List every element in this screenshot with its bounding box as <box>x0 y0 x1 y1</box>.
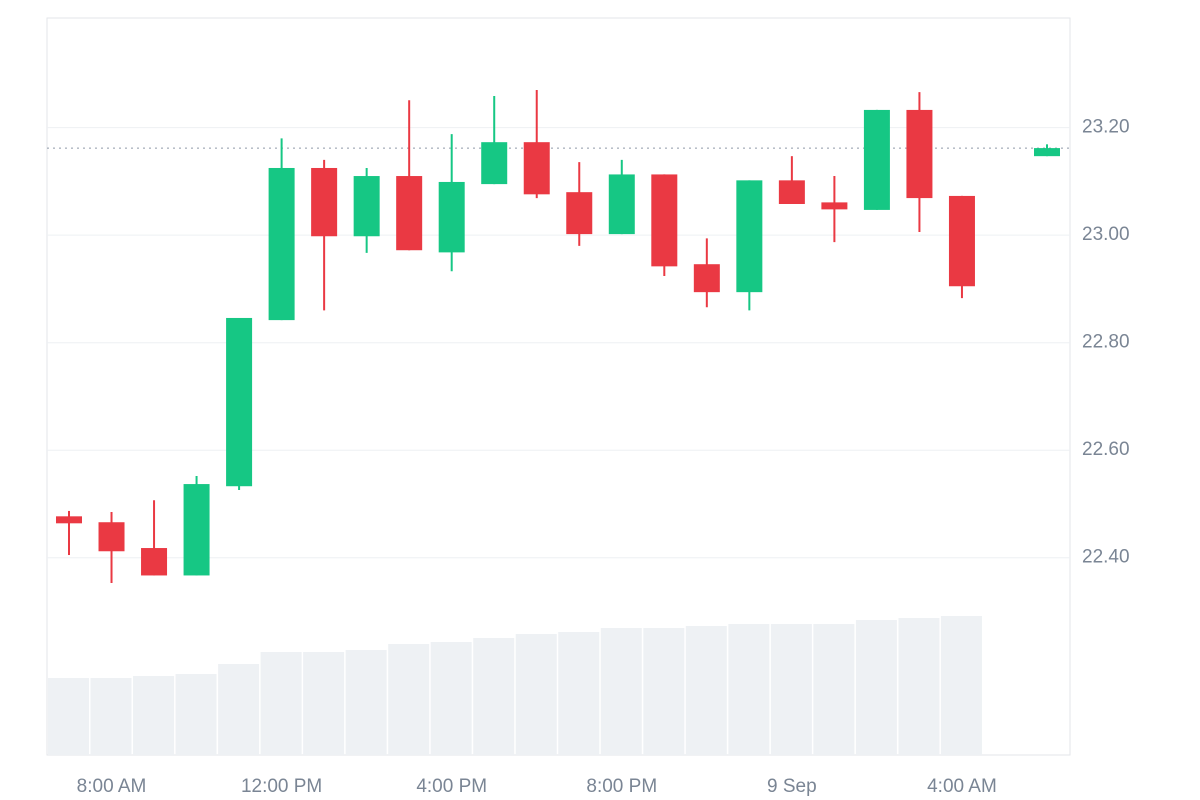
candle-body <box>736 180 763 293</box>
candle-body <box>98 522 125 552</box>
volume-bar <box>558 632 600 755</box>
candle-body <box>226 317 253 487</box>
volume-bar <box>685 626 727 755</box>
volume-bar <box>898 618 940 755</box>
candle-body <box>481 142 508 185</box>
candle-body <box>311 167 338 237</box>
y-tick-label: 23.20 <box>1082 117 1130 138</box>
volume-bar <box>770 624 812 755</box>
candle-body <box>948 195 975 287</box>
volume-bar <box>48 678 89 755</box>
x-tick-label: 8:00 PM <box>586 776 657 797</box>
volume-bar <box>345 650 387 755</box>
volume-bar <box>260 652 302 755</box>
y-tick-label: 22.60 <box>1082 439 1130 460</box>
candle-body <box>778 180 805 204</box>
candle-body <box>906 109 933 199</box>
x-tick-label: 9 Sep <box>767 776 817 797</box>
candle-body <box>821 202 848 210</box>
x-tick-label: 4:00 AM <box>927 776 997 797</box>
volume-bar <box>388 644 430 755</box>
candle-body <box>396 176 423 251</box>
y-tick-label: 23.00 <box>1082 224 1130 245</box>
volume-bar <box>90 678 132 755</box>
volume-bar <box>430 642 472 755</box>
x-tick-label: 8:00 AM <box>77 776 147 797</box>
y-tick-label: 22.80 <box>1082 332 1130 353</box>
volume-bar <box>728 624 770 755</box>
volume-bar <box>813 624 855 755</box>
volume-bar <box>473 638 515 755</box>
volume-bar <box>133 676 175 755</box>
volume-bar <box>600 628 642 755</box>
candle-body <box>523 142 550 195</box>
candle-body <box>566 192 593 235</box>
candle-body <box>1034 148 1060 157</box>
volume-bar <box>175 674 217 755</box>
y-tick-label: 22.40 <box>1082 547 1130 568</box>
volume-bar <box>855 620 897 755</box>
volume-bar <box>303 652 345 755</box>
x-tick-label: 12:00 PM <box>241 776 322 797</box>
x-tick-label: 4:00 PM <box>416 776 487 797</box>
volume-bar <box>218 664 260 755</box>
volume-bar <box>515 634 557 755</box>
candle-body <box>268 167 295 321</box>
candle-body <box>141 548 168 576</box>
candle-body <box>438 181 465 253</box>
candle-body <box>693 264 720 293</box>
candle-body <box>183 484 210 576</box>
candle-body <box>353 176 380 237</box>
candle-body <box>56 516 82 524</box>
candle-body <box>863 109 890 210</box>
candle-body <box>651 174 678 267</box>
volume-bar <box>643 628 685 755</box>
candle-body <box>608 174 635 235</box>
volume-bar <box>940 616 982 755</box>
